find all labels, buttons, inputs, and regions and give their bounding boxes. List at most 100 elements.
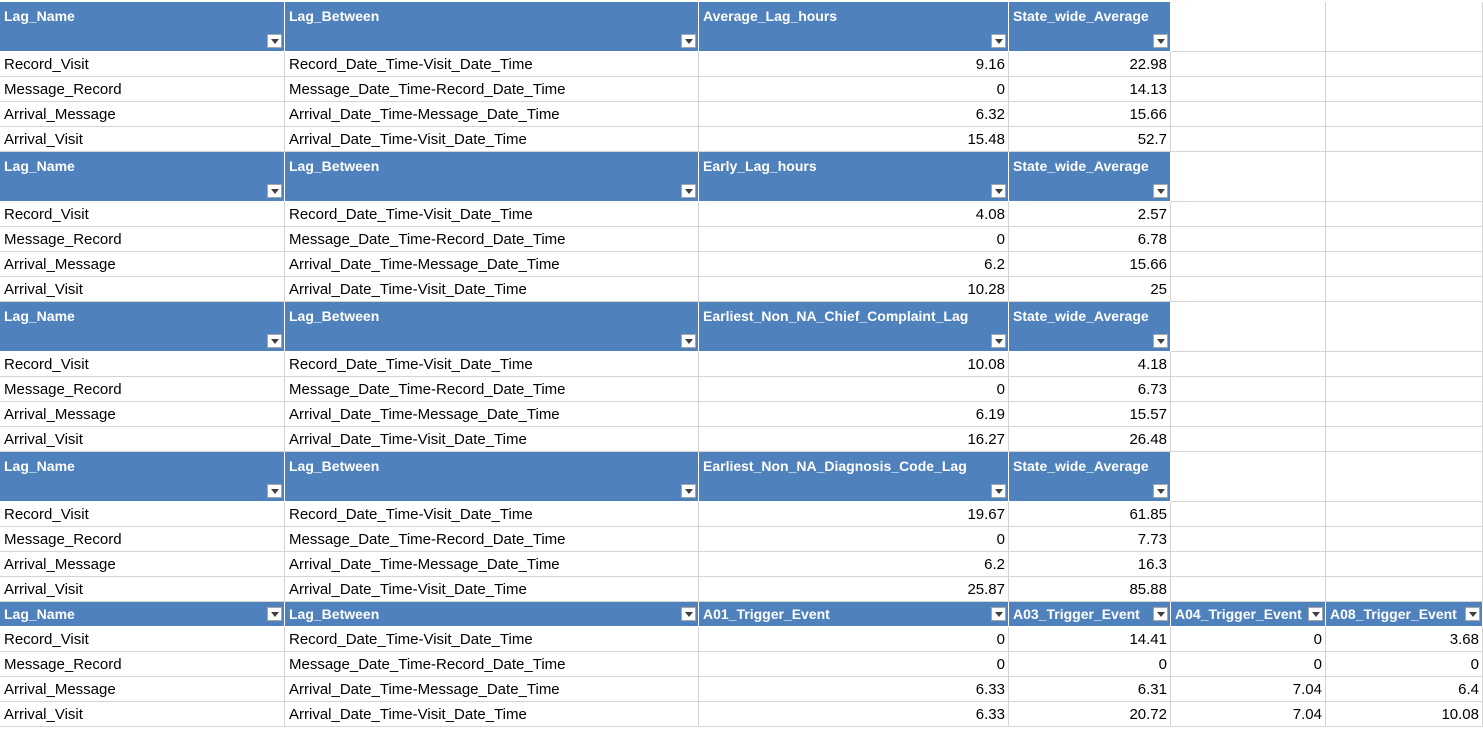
column-header-3[interactable]: Early_Lag_hours	[699, 152, 1009, 202]
value-cell[interactable]: 0	[699, 652, 1009, 677]
column-header-3[interactable]: A01_Trigger_Event	[699, 602, 1009, 627]
lag-between-cell[interactable]: Message_Date_Time-Record_Date_Time	[285, 227, 699, 252]
empty-cell[interactable]	[1171, 302, 1326, 352]
filter-dropdown-icon[interactable]	[267, 184, 282, 198]
column-header-4[interactable]: State_wide_Average	[1009, 452, 1171, 502]
column-header-2[interactable]: Lag_Between	[285, 2, 699, 52]
lag-name-cell[interactable]: Arrival_Message	[0, 677, 285, 702]
column-header-4[interactable]: State_wide_Average	[1009, 2, 1171, 52]
empty-cell[interactable]	[1171, 427, 1326, 452]
value-cell[interactable]: 6.2	[699, 552, 1009, 577]
lag-name-cell[interactable]: Arrival_Visit	[0, 277, 285, 302]
empty-cell[interactable]	[1326, 402, 1483, 427]
empty-cell[interactable]	[1326, 427, 1483, 452]
value-cell[interactable]: 10.28	[699, 277, 1009, 302]
value-cell[interactable]: 6.33	[699, 677, 1009, 702]
filter-dropdown-icon[interactable]	[991, 184, 1006, 198]
empty-cell[interactable]	[1171, 202, 1326, 227]
lag-between-cell[interactable]: Record_Date_Time-Visit_Date_Time	[285, 52, 699, 77]
value-cell[interactable]: 6.4	[1326, 677, 1483, 702]
value-cell[interactable]: 6.78	[1009, 227, 1171, 252]
value-cell[interactable]: 7.04	[1171, 677, 1326, 702]
empty-cell[interactable]	[1171, 127, 1326, 152]
value-cell[interactable]: 0	[699, 627, 1009, 652]
column-header-1[interactable]: Lag_Name	[0, 452, 285, 502]
column-header-5[interactable]: A04_Trigger_Event	[1171, 602, 1326, 627]
column-header-3[interactable]: Earliest_Non_NA_Chief_Complaint_Lag	[699, 302, 1009, 352]
lag-name-cell[interactable]: Message_Record	[0, 227, 285, 252]
value-cell[interactable]: 4.18	[1009, 352, 1171, 377]
column-header-2[interactable]: Lag_Between	[285, 602, 699, 627]
column-header-1[interactable]: Lag_Name	[0, 602, 285, 627]
lag-between-cell[interactable]: Record_Date_Time-Visit_Date_Time	[285, 502, 699, 527]
empty-cell[interactable]	[1171, 352, 1326, 377]
value-cell[interactable]: 0	[1171, 652, 1326, 677]
lag-between-cell[interactable]: Arrival_Date_Time-Visit_Date_Time	[285, 427, 699, 452]
value-cell[interactable]: 19.67	[699, 502, 1009, 527]
column-header-1[interactable]: Lag_Name	[0, 152, 285, 202]
lag-name-cell[interactable]: Arrival_Visit	[0, 127, 285, 152]
lag-name-cell[interactable]: Record_Visit	[0, 502, 285, 527]
empty-cell[interactable]	[1326, 202, 1483, 227]
value-cell[interactable]: 6.2	[699, 252, 1009, 277]
empty-cell[interactable]	[1171, 577, 1326, 602]
empty-cell[interactable]	[1171, 102, 1326, 127]
value-cell[interactable]: 0	[1171, 627, 1326, 652]
lag-name-cell[interactable]: Arrival_Visit	[0, 702, 285, 727]
lag-between-cell[interactable]: Record_Date_Time-Visit_Date_Time	[285, 202, 699, 227]
value-cell[interactable]: 6.73	[1009, 377, 1171, 402]
value-cell[interactable]: 0	[1009, 652, 1171, 677]
value-cell[interactable]: 25.87	[699, 577, 1009, 602]
value-cell[interactable]: 85.88	[1009, 577, 1171, 602]
column-header-4[interactable]: A03_Trigger_Event	[1009, 602, 1171, 627]
lag-between-cell[interactable]: Arrival_Date_Time-Visit_Date_Time	[285, 277, 699, 302]
lag-name-cell[interactable]: Arrival_Message	[0, 402, 285, 427]
filter-dropdown-icon[interactable]	[1153, 607, 1168, 621]
lag-between-cell[interactable]: Message_Date_Time-Record_Date_Time	[285, 377, 699, 402]
filter-dropdown-icon[interactable]	[267, 607, 282, 621]
empty-cell[interactable]	[1326, 302, 1483, 352]
filter-dropdown-icon[interactable]	[1465, 607, 1480, 621]
value-cell[interactable]: 7.73	[1009, 527, 1171, 552]
empty-cell[interactable]	[1171, 527, 1326, 552]
lag-name-cell[interactable]: Message_Record	[0, 77, 285, 102]
column-header-1[interactable]: Lag_Name	[0, 302, 285, 352]
lag-between-cell[interactable]: Arrival_Date_Time-Visit_Date_Time	[285, 577, 699, 602]
lag-between-cell[interactable]: Arrival_Date_Time-Message_Date_Time	[285, 552, 699, 577]
lag-between-cell[interactable]: Message_Date_Time-Record_Date_Time	[285, 652, 699, 677]
lag-between-cell[interactable]: Arrival_Date_Time-Message_Date_Time	[285, 677, 699, 702]
empty-cell[interactable]	[1326, 352, 1483, 377]
empty-cell[interactable]	[1326, 127, 1483, 152]
column-header-4[interactable]: State_wide_Average	[1009, 152, 1171, 202]
lag-between-cell[interactable]: Arrival_Date_Time-Visit_Date_Time	[285, 702, 699, 727]
value-cell[interactable]: 6.33	[699, 702, 1009, 727]
filter-dropdown-icon[interactable]	[991, 484, 1006, 498]
lag-name-cell[interactable]: Record_Visit	[0, 352, 285, 377]
lag-name-cell[interactable]: Record_Visit	[0, 52, 285, 77]
filter-dropdown-icon[interactable]	[1308, 607, 1323, 621]
empty-cell[interactable]	[1326, 152, 1483, 202]
empty-cell[interactable]	[1171, 227, 1326, 252]
lag-name-cell[interactable]: Record_Visit	[0, 627, 285, 652]
value-cell[interactable]: 7.04	[1171, 702, 1326, 727]
value-cell[interactable]: 10.08	[699, 352, 1009, 377]
filter-dropdown-icon[interactable]	[681, 334, 696, 348]
empty-cell[interactable]	[1326, 552, 1483, 577]
value-cell[interactable]: 14.13	[1009, 77, 1171, 102]
empty-cell[interactable]	[1326, 527, 1483, 552]
empty-cell[interactable]	[1171, 452, 1326, 502]
filter-dropdown-icon[interactable]	[1153, 34, 1168, 48]
lag-between-cell[interactable]: Record_Date_Time-Visit_Date_Time	[285, 352, 699, 377]
empty-cell[interactable]	[1171, 402, 1326, 427]
filter-dropdown-icon[interactable]	[267, 34, 282, 48]
value-cell[interactable]: 15.66	[1009, 102, 1171, 127]
column-header-1[interactable]: Lag_Name	[0, 2, 285, 52]
value-cell[interactable]: 14.41	[1009, 627, 1171, 652]
filter-dropdown-icon[interactable]	[1153, 334, 1168, 348]
empty-cell[interactable]	[1326, 277, 1483, 302]
value-cell[interactable]: 15.48	[699, 127, 1009, 152]
empty-cell[interactable]	[1171, 77, 1326, 102]
empty-cell[interactable]	[1326, 252, 1483, 277]
lag-between-cell[interactable]: Arrival_Date_Time-Message_Date_Time	[285, 252, 699, 277]
value-cell[interactable]: 9.16	[699, 52, 1009, 77]
